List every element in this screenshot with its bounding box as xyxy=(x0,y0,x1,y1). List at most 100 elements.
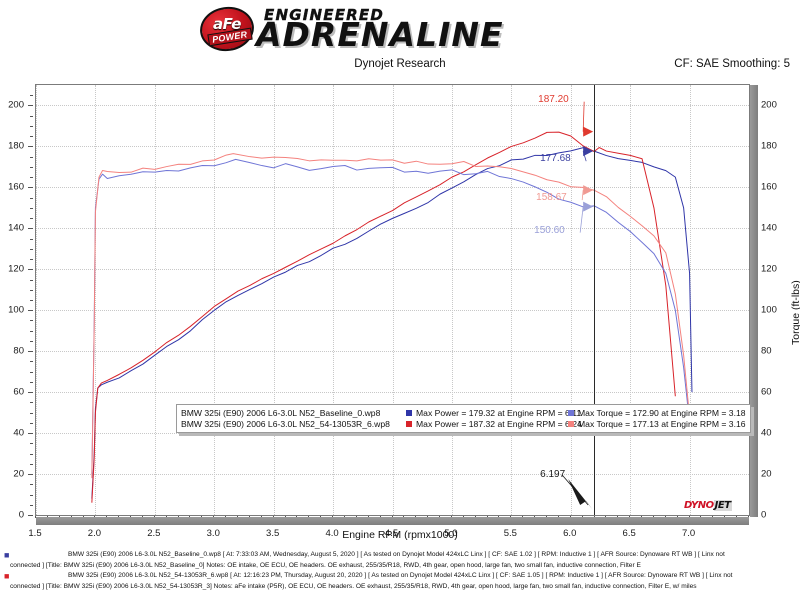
chart-series-line xyxy=(91,131,676,503)
x-axis-tick-label: 5.5 xyxy=(503,528,517,539)
y-axis-right-bar xyxy=(750,85,758,517)
cursor-arrow-icon xyxy=(583,201,594,212)
legend-torque-swatch-icon xyxy=(568,409,574,416)
legend-row: BMW 325i (E90) 2006 L6-3.0L N52_Baseline… xyxy=(181,407,746,418)
y-axis-minor-tick xyxy=(30,381,33,383)
afe-power-logo-icon: aFe POWER xyxy=(196,3,258,55)
y-axis-minor-tick xyxy=(30,330,33,332)
cursor-value-label: 158.67 xyxy=(536,192,567,204)
y-axis-tick xyxy=(28,228,33,230)
x-axis-tick-label: 2.5 xyxy=(147,528,161,539)
y-axis-minor-tick xyxy=(30,320,33,322)
chart-curves-svg xyxy=(91,101,693,509)
gridline-horizontal xyxy=(36,146,749,148)
gridline-vertical xyxy=(273,85,275,515)
cursor-leader-line xyxy=(579,206,584,233)
legend-row: BMW 325i (E90) 2006 L6-3.0L N52_54-13053… xyxy=(181,418,746,429)
y-axis-right-title: Torque (ft-lbs) xyxy=(790,280,800,345)
y-axis-minor-tick xyxy=(30,289,33,291)
y-axis-minor-tick xyxy=(30,453,33,455)
gridline-horizontal xyxy=(36,474,749,476)
y-axis-right-tick-label: 60 xyxy=(761,386,772,398)
footer-bullet-icon: ■ xyxy=(4,571,10,581)
y-axis-tick xyxy=(28,351,33,353)
footer-entry: ■ BMW 325i (E90) 2006 L6-3.0L N52_54-130… xyxy=(0,571,800,592)
y-axis-minor-tick xyxy=(30,136,33,138)
gridline-vertical xyxy=(451,85,453,515)
gridline-vertical xyxy=(511,85,513,515)
y-axis-minor-tick xyxy=(30,95,33,97)
y-axis-minor-tick xyxy=(30,463,33,465)
gridline-horizontal xyxy=(36,228,749,230)
y-axis-tick xyxy=(28,310,33,312)
dynojet-logo-dyno: DYNO xyxy=(684,500,714,511)
cursor-line[interactable] xyxy=(594,85,596,515)
footer-run-details: ■ BMW 325i (E90) 2006 L6-3.0L N52_Baseli… xyxy=(0,550,800,592)
legend-file-name: BMW 325i (E90) 2006 L6-3.0L N52_Baseline… xyxy=(181,407,381,418)
y-axis-left-tick-label: 60 xyxy=(13,386,24,398)
cursor-leader-line xyxy=(581,190,584,201)
y-axis-left-tick-label: 180 xyxy=(8,140,24,152)
gridline-vertical xyxy=(95,85,97,515)
gridline-horizontal xyxy=(36,351,749,353)
y-axis-minor-tick xyxy=(30,238,33,240)
legend-file-name: BMW 325i (E90) 2006 L6-3.0L N52_54-13053… xyxy=(181,418,390,429)
chart-subtitle: Dynojet Research xyxy=(354,58,446,70)
x-axis-tick-label: 6.0 xyxy=(563,528,577,539)
y-axis-minor-tick xyxy=(30,361,33,363)
legend-max-torque: Max Torque = 177.13 at Engine RPM = 3.16 xyxy=(578,418,746,429)
legend-max-torque: Max Torque = 172.90 at Engine RPM = 3.18 xyxy=(578,407,746,418)
cursor-value-label: 177.68 xyxy=(540,153,571,165)
y-axis-minor-tick xyxy=(30,197,33,199)
gridline-vertical xyxy=(392,85,394,515)
y-axis-right-tick-label: 40 xyxy=(761,427,772,439)
y-axis-minor-tick xyxy=(30,177,33,179)
chart-legend[interactable]: BMW 325i (E90) 2006 L6-3.0L N52_Baseline… xyxy=(176,404,751,433)
x-axis-bar xyxy=(36,517,749,525)
chart-series-line xyxy=(91,158,691,475)
y-axis-right-tick-label: 80 xyxy=(761,345,772,357)
gridline-vertical xyxy=(154,85,156,515)
cursor-rpm-label: 6.197 xyxy=(540,469,566,480)
y-axis-minor-tick xyxy=(30,248,33,250)
y-axis-right-tick-label: 200 xyxy=(761,99,777,111)
chart-plot-area[interactable]: 187.20 177.68 158.67 150.60 6.197 xyxy=(35,84,750,516)
y-axis-tick xyxy=(28,515,33,516)
legend-torque-swatch-icon xyxy=(568,420,574,427)
x-axis-tick-label: 4.0 xyxy=(325,528,339,539)
y-axis-minor-tick xyxy=(30,207,33,209)
afe-logo-text: aFe xyxy=(213,15,241,33)
cursor-arrow-icon xyxy=(583,146,594,157)
gridline-horizontal xyxy=(36,433,749,435)
y-axis-right-tick-label: 100 xyxy=(761,304,777,316)
footer-line: connected ] [Title: BMW 325i (E90) 2006 … xyxy=(10,561,641,569)
x-axis-tick-label: 3.0 xyxy=(206,528,220,539)
y-axis-minor-tick xyxy=(30,218,33,220)
y-axis-minor-tick xyxy=(30,115,33,117)
y-axis-left-tick-label: 80 xyxy=(13,345,24,357)
y-axis-minor-tick xyxy=(30,504,33,506)
y-axis-minor-tick xyxy=(30,402,33,404)
y-axis-minor-tick xyxy=(30,156,33,158)
y-axis-minor-tick xyxy=(30,259,33,261)
y-axis-right-tick-label: 180 xyxy=(761,140,777,152)
cf-smoothing-note: CF: SAE Smoothing: 5 xyxy=(674,58,790,70)
cursor-arrow-icon xyxy=(583,185,594,196)
x-axis-tick-label: 3.5 xyxy=(266,528,280,539)
cursor-arrow-icon xyxy=(583,126,594,137)
y-axis-left-tick-label: 0 xyxy=(18,509,24,521)
cursor-value-label: 187.20 xyxy=(538,93,569,105)
y-axis-minor-tick xyxy=(30,422,33,424)
gridline-vertical xyxy=(36,85,37,515)
gridline-vertical xyxy=(214,85,216,515)
y-axis-right-tick-label: 120 xyxy=(761,263,777,275)
gridline-vertical xyxy=(630,85,632,515)
gridline-horizontal xyxy=(36,105,749,107)
footer-line: connected ] [Title: BMW 325i (E90) 2006 … xyxy=(10,582,697,590)
footer-line: BMW 325i (E90) 2006 L6-3.0L N52_Baseline… xyxy=(68,551,725,558)
legend-max-power: Max Power = 187.32 at Engine RPM = 6.24 xyxy=(416,418,582,429)
y-axis-tick xyxy=(28,146,33,148)
gridline-horizontal xyxy=(36,310,749,312)
y-axis-tick xyxy=(28,187,33,189)
y-axis-tick xyxy=(28,433,33,435)
